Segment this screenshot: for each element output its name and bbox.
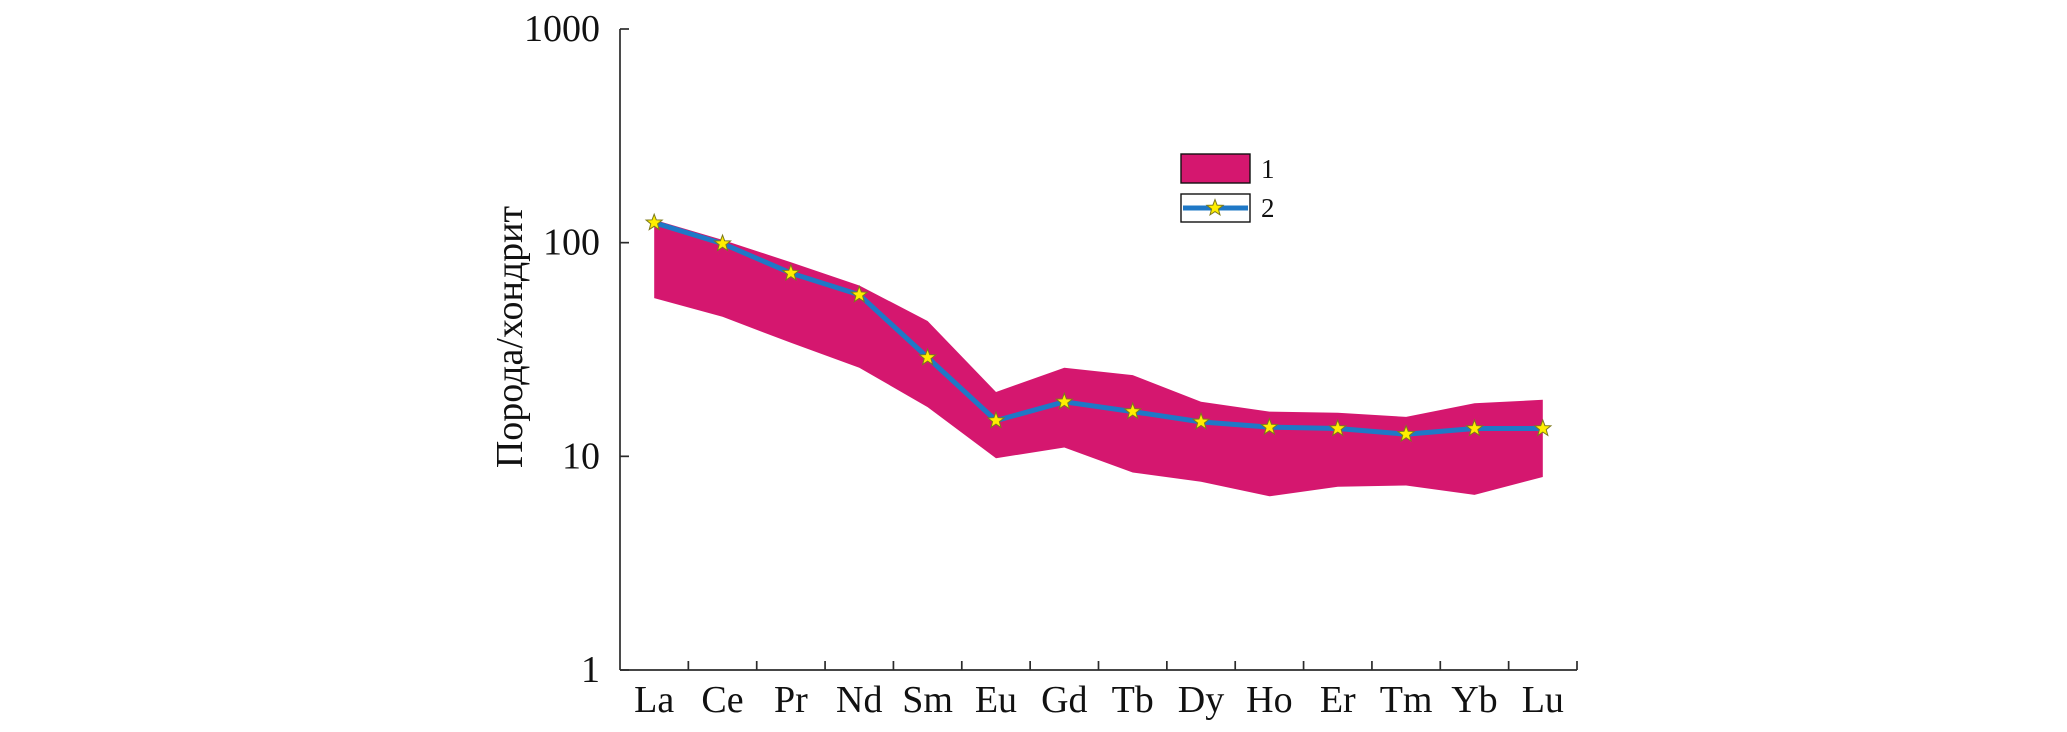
y-tick-label: 100	[543, 222, 600, 264]
legend-label-2: 2	[1261, 193, 1275, 223]
x-category-label: Eu	[975, 679, 1017, 721]
x-category-label: Sm	[902, 679, 953, 721]
series-2-point-Sm	[918, 347, 938, 366]
legend: 1 2	[1180, 153, 1275, 223]
series-2-point-Ce	[713, 233, 732, 252]
series-2-point-Gd	[1054, 391, 1074, 410]
x-category-label: Er	[1320, 679, 1356, 721]
series-2-point-Dy	[1191, 411, 1211, 430]
series-2-point-Er	[1328, 418, 1348, 437]
x-category-label: Nd	[836, 679, 882, 721]
series-2-point-Lu	[1533, 418, 1553, 437]
x-category-label: Lu	[1522, 679, 1564, 721]
x-axis-ticks: La Ce Pr Nd Sm Eu Gd Tb Dy Ho Er Tm Yb Lu	[634, 661, 1578, 721]
series-2-line	[653, 220, 1543, 437]
x-category-label: Dy	[1178, 679, 1224, 721]
range-band-layer	[654, 219, 1543, 497]
series-2-point-Tb	[1123, 401, 1143, 420]
x-category-label: Gd	[1041, 679, 1087, 721]
x-category-label: Yb	[1451, 679, 1497, 721]
legend-star-icon	[1205, 198, 1225, 217]
series-2-point-La	[644, 212, 664, 231]
series-line-layer	[644, 212, 1553, 443]
y-tick-label: 1	[581, 649, 600, 691]
y-tick-label: 10	[562, 435, 600, 477]
x-category-label: La	[634, 679, 674, 721]
y-axis-ticks: 1 10 100 1000	[524, 8, 629, 691]
x-category-label: Ho	[1246, 679, 1292, 721]
x-category-label: Pr	[774, 679, 808, 721]
series-2-point-Yb	[1465, 418, 1484, 437]
series-1-range-band	[654, 219, 1543, 497]
x-category-label: Tm	[1380, 679, 1433, 721]
series-2-point-Nd	[849, 284, 869, 303]
x-category-label: Tb	[1112, 679, 1154, 721]
series-2-point-Tm	[1396, 424, 1416, 443]
series-2-point-Pr	[781, 263, 801, 282]
y-axis-label: Порода/хондрит	[489, 205, 531, 468]
legend-swatch-band	[1180, 153, 1251, 184]
series-2-point-Eu	[986, 410, 1006, 429]
y-tick-label: 1000	[524, 8, 600, 50]
series-2-point-Ho	[1259, 417, 1279, 436]
x-category-label: Ce	[701, 679, 743, 721]
axes	[619, 29, 1577, 671]
legend-label-1: 1	[1261, 154, 1275, 184]
